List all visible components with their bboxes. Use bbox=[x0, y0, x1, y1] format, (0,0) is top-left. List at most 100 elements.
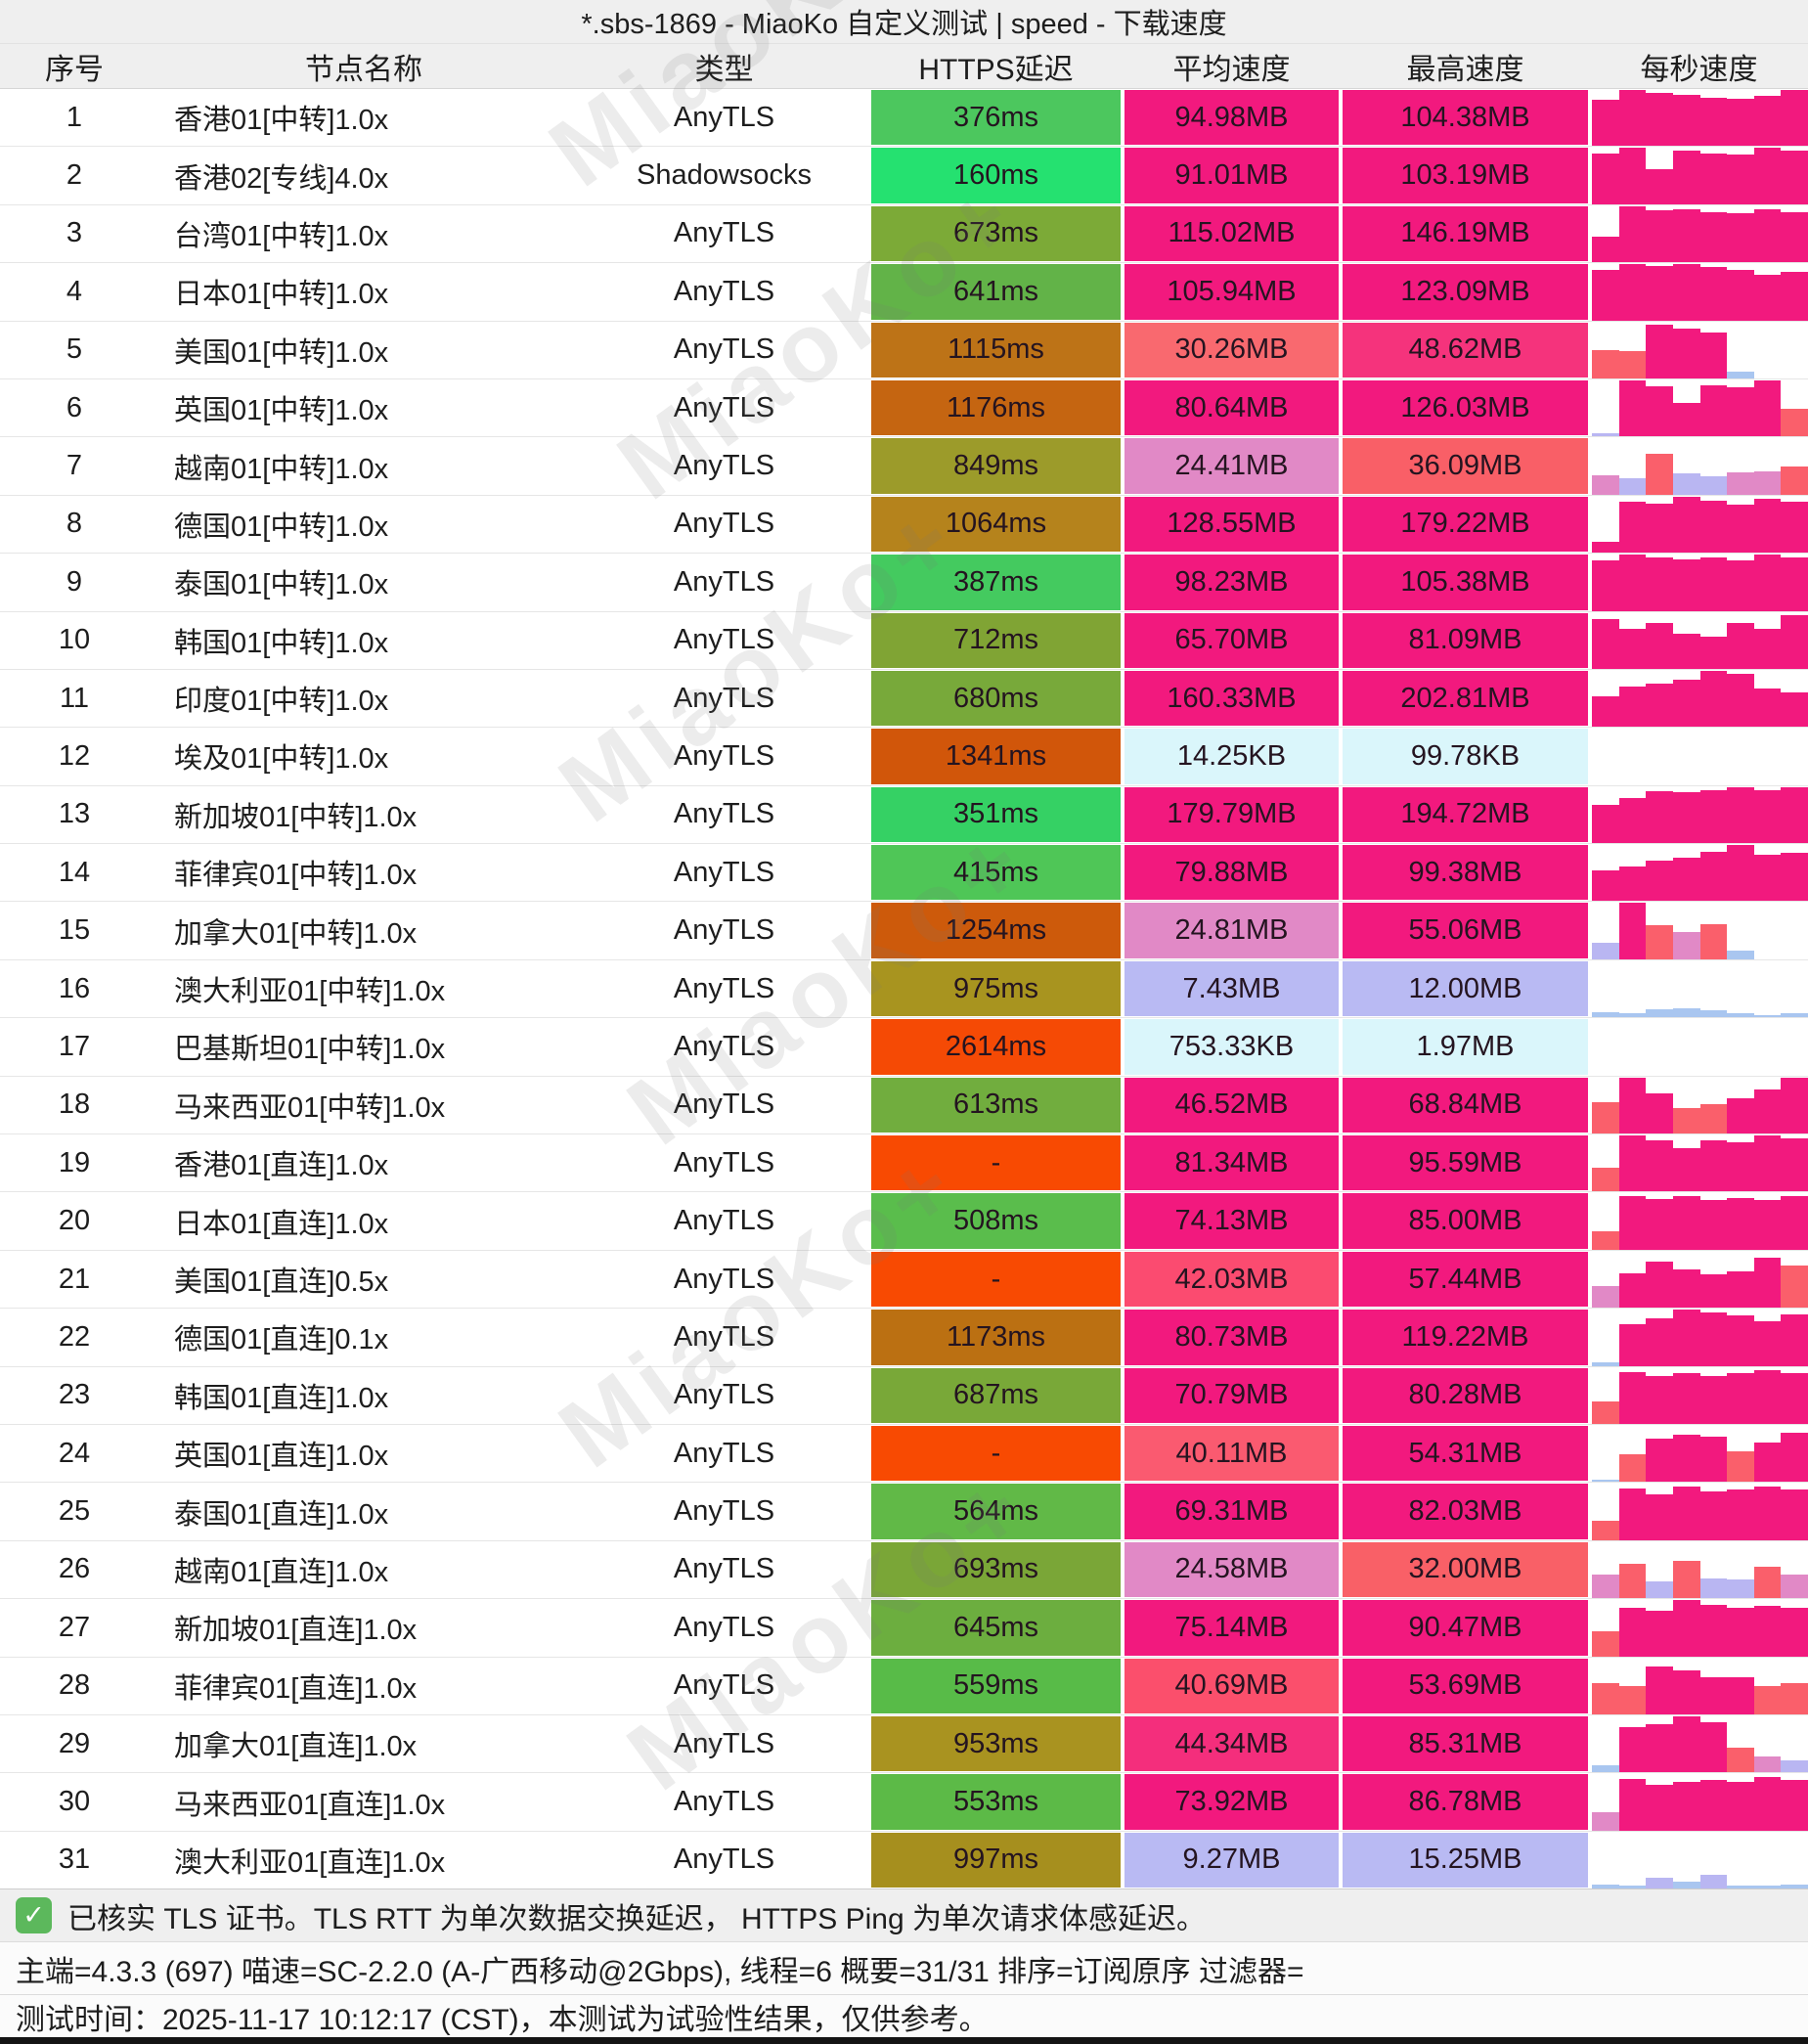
sparkline-bar bbox=[1781, 786, 1808, 844]
node-type: AnyTLS bbox=[673, 1611, 775, 1643]
sparkline-bar bbox=[1618, 1372, 1647, 1424]
speed-sparkline bbox=[1592, 555, 1808, 611]
sparkline-bar bbox=[1618, 1013, 1647, 1018]
row-index: 16 bbox=[58, 972, 91, 1004]
table-row: 20 日本01[直连]1.0x AnyTLS 508ms 74.13MB 85.00MB bbox=[0, 1191, 1808, 1250]
row-index: 19 bbox=[58, 1146, 91, 1178]
table-row: 30 马来西亚01[直连]1.0x AnyTLS 553ms 73.92MB 86.78M… bbox=[0, 1772, 1808, 1831]
row-index: 18 bbox=[58, 1089, 91, 1121]
sparkline-bar bbox=[1592, 805, 1619, 844]
sparkline-bar bbox=[1699, 1874, 1728, 1889]
sparkline-bar bbox=[1646, 1376, 1673, 1424]
max-speed-badge: 105.38MB bbox=[1343, 555, 1588, 610]
sparkline-bar bbox=[1672, 792, 1700, 844]
sparkline-bar bbox=[1618, 1196, 1647, 1250]
sparkline-bar bbox=[1753, 470, 1782, 495]
https-latency-badge: 680ms bbox=[871, 670, 1121, 727]
table-row: 11 印度01[中转]1.0x AnyTLS 680ms 160.33MB 202.81M… bbox=[0, 668, 1808, 728]
sparkline-bar bbox=[1618, 205, 1647, 263]
row-index: 21 bbox=[58, 1263, 91, 1295]
https-latency-badge: 687ms bbox=[871, 1367, 1121, 1423]
avg-speed-badge: 70.79MB bbox=[1124, 1367, 1339, 1423]
table-row: 5 美国01[中转]1.0x AnyTLS 1115ms 30.26MB 48.62MB bbox=[0, 320, 1808, 378]
sparkline-bar bbox=[1618, 1135, 1647, 1192]
node-type: AnyTLS bbox=[673, 333, 775, 366]
sparkline-bar bbox=[1699, 789, 1728, 844]
sparkline-bar bbox=[1592, 1231, 1619, 1250]
speed-sparkline bbox=[1592, 1659, 1808, 1714]
row-index: 6 bbox=[66, 391, 83, 423]
speed-sparkline bbox=[1592, 205, 1808, 263]
node-type: AnyTLS bbox=[673, 1146, 775, 1178]
sparkline-bar bbox=[1672, 1373, 1700, 1424]
row-index: 26 bbox=[58, 1553, 91, 1585]
sparkline-bar bbox=[1618, 264, 1647, 321]
node-type: AnyTLS bbox=[673, 914, 775, 947]
sparkline-bar bbox=[1646, 622, 1673, 669]
sparkline-bar bbox=[1699, 1780, 1728, 1831]
speed-sparkline bbox=[1592, 1715, 1808, 1773]
https-latency-badge: 564ms bbox=[871, 1484, 1121, 1539]
speed-sparkline bbox=[1592, 1135, 1808, 1192]
table-row: 19 香港01[直连]1.0x AnyTLS -81.34MB 95.59MB bbox=[0, 1133, 1808, 1192]
sparkline-bar bbox=[1646, 1199, 1673, 1250]
table-row: 2 香港02[专线]4.0x Shadowsocks 160ms 91.01MB 103.… bbox=[0, 146, 1808, 204]
sparkline-bar bbox=[1592, 1168, 1619, 1192]
sparkline-bar bbox=[1727, 1782, 1754, 1831]
https-latency-badge: - bbox=[871, 1425, 1121, 1482]
sparkline-bar bbox=[1753, 1756, 1782, 1773]
sparkline-bar bbox=[1592, 942, 1619, 959]
footer-note-timestamp: 测试时间：2025-11-17 10:12:17 (CST)，本测试为试验性结果… bbox=[0, 1994, 1808, 2037]
sparkline-bar bbox=[1618, 351, 1647, 378]
sparkline-bar bbox=[1672, 1715, 1700, 1773]
https-latency-badge: 351ms bbox=[871, 786, 1121, 843]
https-latency-badge: - bbox=[871, 1135, 1121, 1191]
sparkline-bar bbox=[1592, 869, 1619, 902]
table-row: 29 加拿大01[直连]1.0x AnyTLS 953ms 44.34MB 85.31MB bbox=[0, 1713, 1808, 1773]
sparkline-bar bbox=[1781, 557, 1808, 611]
max-speed-badge: 12.00MB bbox=[1343, 960, 1588, 1017]
speed-sparkline bbox=[1592, 1077, 1808, 1134]
sparkline-bar bbox=[1727, 1608, 1754, 1657]
avg-speed-badge: 30.26MB bbox=[1124, 322, 1339, 378]
avg-speed-badge: 9.27MB bbox=[1124, 1832, 1339, 1888]
speed-sparkline bbox=[1592, 1484, 1808, 1540]
sparkline-bar bbox=[1753, 208, 1782, 263]
sparkline-bar bbox=[1592, 695, 1619, 728]
sparkline-bar bbox=[1699, 1139, 1728, 1192]
max-speed-badge: 1.97MB bbox=[1343, 1019, 1588, 1075]
speed-sparkline bbox=[1592, 1193, 1808, 1250]
max-speed-badge: 82.03MB bbox=[1343, 1484, 1588, 1539]
sparkline-bar bbox=[1592, 1575, 1619, 1599]
node-name: 加拿大01[中转]1.0x bbox=[174, 917, 418, 950]
avg-speed-badge: 73.92MB bbox=[1124, 1774, 1339, 1830]
table-header: 序号 节点名称 类型 HTTPS延迟 平均速度 最高速度 每秒速度 bbox=[0, 44, 1808, 89]
sparkline-bar bbox=[1672, 1600, 1700, 1657]
sparkline-bar bbox=[1699, 1491, 1728, 1540]
speed-sparkline bbox=[1592, 379, 1808, 437]
sparkline-bar bbox=[1618, 379, 1647, 437]
https-latency-badge: 1176ms bbox=[871, 379, 1121, 436]
sparkline-bar bbox=[1672, 1434, 1700, 1483]
node-name: 澳大利亚01[中转]1.0x bbox=[174, 976, 446, 1008]
speed-sparkline bbox=[1592, 1310, 1808, 1366]
sparkline-bar bbox=[1727, 951, 1754, 959]
https-latency-badge: 1254ms bbox=[871, 903, 1121, 958]
sparkline-bar bbox=[1781, 1489, 1808, 1540]
node-name: 香港01[直连]1.0x bbox=[174, 1150, 389, 1182]
avg-speed-badge: 7.43MB bbox=[1124, 960, 1339, 1017]
column-header-index: 序号 bbox=[45, 53, 104, 86]
node-type: Shadowsocks bbox=[637, 159, 812, 192]
row-index: 30 bbox=[58, 1786, 91, 1818]
table-row: 3 台湾01[中转]1.0x AnyTLS 673ms 115.02MB 146.19MB bbox=[0, 203, 1808, 263]
sparkline-bar bbox=[1699, 154, 1728, 204]
sparkline-bar bbox=[1699, 1437, 1728, 1483]
max-speed-badge: 99.38MB bbox=[1343, 845, 1588, 901]
row-index: 10 bbox=[58, 624, 91, 656]
row-index: 23 bbox=[58, 1379, 91, 1411]
node-type: AnyTLS bbox=[673, 972, 775, 1004]
sparkline-bar bbox=[1781, 408, 1808, 437]
node-name: 泰国01[直连]1.0x bbox=[174, 1498, 389, 1531]
node-type: AnyTLS bbox=[673, 450, 775, 482]
